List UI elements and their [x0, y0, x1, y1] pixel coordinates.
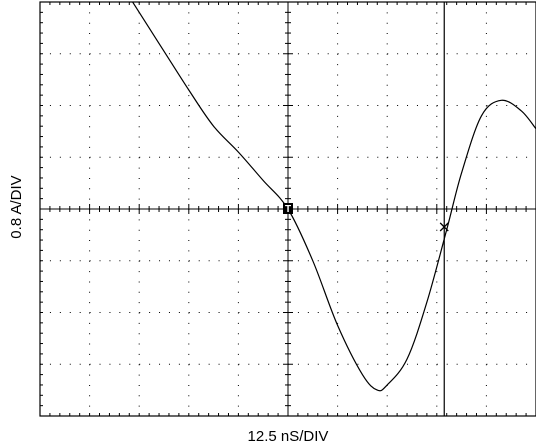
x-axis-label: 12.5 nS/DIV [248, 428, 329, 445]
trigger-marker [283, 203, 293, 214]
trace-layer [131, 2, 536, 392]
marker-layer: T× [283, 203, 451, 236]
y-axis-label: 0.8 A/DIV [8, 175, 25, 238]
cursor-cross-marker: × [438, 217, 451, 236]
trigger-marker-label: T [285, 204, 291, 215]
plot-frame [39, 1, 536, 417]
waveform-trace [131, 2, 536, 392]
